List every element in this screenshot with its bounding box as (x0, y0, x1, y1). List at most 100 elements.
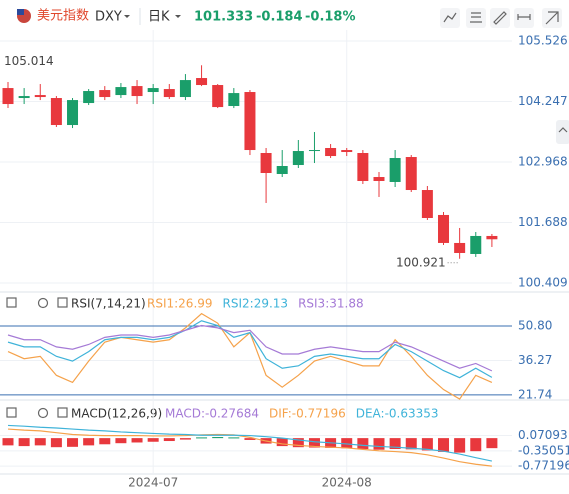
tool-icon (517, 14, 531, 20)
candle-body (341, 150, 353, 153)
panel-icon[interactable] (37, 407, 49, 419)
panel-icon[interactable] (6, 407, 17, 418)
macd-bar (357, 438, 369, 449)
header-change: -0.184 (256, 10, 303, 25)
side-icon (558, 127, 568, 133)
legend-label: RSI2:29.13 (223, 297, 289, 311)
dropdown (175, 15, 181, 18)
candle-body (292, 151, 304, 166)
candle-body (2, 88, 14, 105)
candle-body (325, 147, 337, 157)
rsi-line (7, 320, 493, 379)
macd-bar (421, 438, 433, 451)
legend-label: DIF:-0.77196 (269, 407, 346, 421)
candle-body (163, 89, 175, 98)
panel-icon[interactable] (6, 297, 17, 308)
candle-body (438, 214, 450, 243)
panel-icon[interactable] (37, 297, 49, 309)
candle-body (147, 88, 159, 93)
candle-body (83, 91, 95, 104)
legend-label: RSI1:26.99 (147, 297, 213, 311)
candle-body (470, 235, 482, 254)
macd-line (7, 424, 493, 462)
macd-bar (2, 438, 14, 446)
macd-title: MACD(12,26,9) (71, 407, 162, 421)
high-label: 105.014 (4, 54, 54, 68)
candle-body (196, 78, 208, 86)
toolbar (440, 8, 569, 144)
macd-bar (276, 438, 288, 447)
macd-bar (99, 438, 111, 445)
candle-body (50, 98, 62, 126)
macd-tools (6, 407, 68, 419)
header-name: 美元指数 (37, 9, 89, 24)
candle-body (18, 96, 30, 99)
macd-bar (341, 438, 353, 449)
candle-body (34, 95, 46, 98)
y-tick-label: 105.526 (518, 34, 568, 48)
candle-body (99, 90, 111, 98)
y-tick-label: 21.74 (518, 387, 552, 401)
header-period[interactable]: 日K (148, 10, 170, 25)
y-tick-label: 100.409 (518, 275, 568, 289)
candle-body (357, 153, 369, 181)
side-button[interactable] (556, 120, 569, 144)
header-price: 101.333 (194, 10, 253, 25)
tool-button[interactable] (514, 8, 534, 28)
candle-body (276, 166, 288, 174)
macd-bar (34, 438, 46, 446)
macd-bar (163, 438, 175, 442)
y-tick-label: 0.07093 (518, 428, 568, 442)
macd-bar (212, 437, 224, 439)
header-code[interactable]: DXY (95, 10, 122, 25)
candle-body (179, 80, 191, 98)
macd-bar (50, 438, 62, 448)
candle-body (308, 150, 320, 152)
tool-button[interactable] (466, 8, 486, 28)
legend-label: MACD:-0.27684 (165, 407, 259, 421)
candle-body (373, 177, 385, 181)
flag-canton (17, 9, 24, 15)
macd-bar (18, 438, 30, 447)
dropdown (124, 15, 130, 18)
x-tick-label: 2024-07 (128, 476, 178, 490)
candle-body (454, 242, 466, 253)
macd-bar (131, 438, 143, 443)
tool-icon (493, 11, 507, 25)
legend-label: DEA:-0.63353 (356, 407, 439, 421)
macd-bar (308, 438, 320, 448)
macd-bar (292, 438, 304, 448)
macd-bar (179, 438, 191, 440)
tool-icon (470, 12, 482, 23)
macd-line (7, 428, 492, 467)
macd-bar (228, 437, 240, 439)
y-tick-label: 104.247 (518, 94, 568, 108)
y-tick-label: 50.80 (518, 318, 552, 332)
legend-label: RSI3:31.88 (298, 297, 364, 311)
candle-body (212, 85, 224, 108)
panel-icon[interactable] (57, 407, 68, 418)
candle-body (67, 100, 79, 126)
panel-icon[interactable] (57, 297, 68, 308)
macd-bar (470, 438, 482, 452)
y-tick-label: -0.35051 (518, 443, 569, 457)
rsi-tools (6, 297, 68, 309)
candle-body (244, 92, 256, 151)
candle-body (486, 235, 498, 240)
y-tick-label: 101.688 (518, 215, 568, 229)
candle-body (421, 190, 433, 219)
candle-body (228, 93, 240, 107)
macd-bar (147, 438, 159, 442)
y-tick-label: 36.27 (518, 353, 552, 367)
low-label: 100.921 (396, 255, 446, 269)
rsi-title: RSI(7,14,21) (71, 297, 146, 311)
macd-bar (83, 438, 95, 446)
candle-body (260, 153, 272, 173)
y-tick-label: -0.77196 (518, 459, 569, 473)
macd-bar (115, 438, 127, 444)
macd-bar (438, 438, 450, 452)
macd-bar (389, 438, 401, 449)
tool-button[interactable] (490, 8, 510, 28)
candle-body (115, 87, 127, 96)
